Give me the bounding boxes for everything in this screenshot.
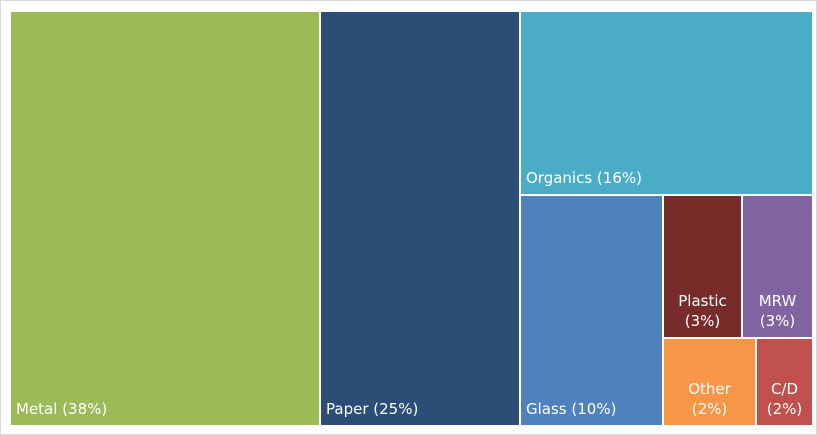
tile-other-value: (2%) (691, 399, 728, 418)
tile-metal: Metal (38%) (10, 11, 320, 426)
tile-plastic: Plastic (3%) (663, 195, 742, 338)
tile-mrw-label: MRW (3%) (743, 292, 812, 331)
tile-organics-label: Organics (16%) (526, 168, 642, 187)
tile-plastic-name: Plastic (678, 292, 727, 310)
tile-mrw-name: MRW (758, 292, 797, 310)
tile-glass: Glass (10%) (520, 195, 663, 426)
tile-cd: C/D (2%) (756, 338, 813, 426)
tile-other-name: Other (688, 380, 731, 398)
tile-paper-label: Paper (25%) (326, 399, 419, 418)
tile-other-label: Other (2%) (664, 380, 755, 419)
tile-cd-name: C/D (770, 380, 799, 398)
tile-organics: Organics (16%) (520, 11, 813, 195)
tile-cd-label: C/D (2%) (757, 380, 812, 419)
tile-metal-label: Metal (38%) (16, 399, 108, 418)
tile-other: Other (2%) (663, 338, 756, 426)
tile-mrw: MRW (3%) (742, 195, 813, 338)
tile-glass-label: Glass (10%) (526, 399, 617, 418)
tile-cd-value: (2%) (766, 399, 803, 418)
tile-paper: Paper (25%) (320, 11, 520, 426)
tile-plastic-label: Plastic (3%) (664, 292, 741, 331)
tile-plastic-value: (3%) (684, 311, 721, 330)
treemap-plot: Metal (38%) Paper (25%) Organics (16%) G… (10, 11, 813, 426)
tile-mrw-value: (3%) (759, 311, 796, 330)
